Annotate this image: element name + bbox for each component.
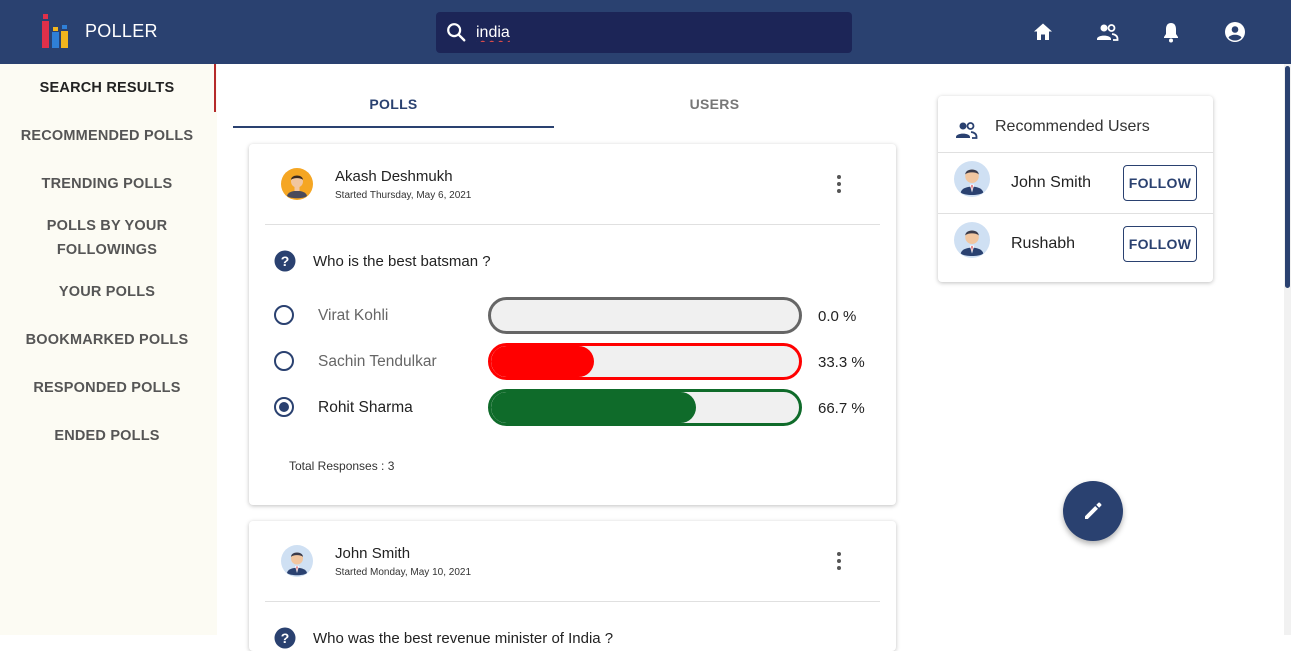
option-percentage: 33.3 % <box>818 354 865 371</box>
active-indicator <box>214 64 216 112</box>
option-radio[interactable] <box>274 351 294 371</box>
option-percentage: 66.7 % <box>818 400 865 417</box>
home-icon[interactable] <box>1031 20 1055 44</box>
option-radio[interactable] <box>274 305 294 325</box>
card-divider <box>938 213 1213 214</box>
sidebar-item-recommended-polls[interactable]: RECOMMENDED POLLS <box>20 128 194 144</box>
option-radio-selected[interactable] <box>274 397 294 417</box>
sidebar-item-trending-polls[interactable]: TRENDING POLLS <box>41 176 173 192</box>
option-result-bar <box>488 389 802 426</box>
poll-card: John Smith Started Monday, May 10, 2021 … <box>249 521 896 651</box>
recommended-users-card: Recommended Users John Smith FOLLOW Rush… <box>938 96 1213 282</box>
poll-question: Who was the best revenue minister of Ind… <box>313 630 614 647</box>
search-input[interactable] <box>476 21 836 45</box>
option-result-bar <box>488 297 802 334</box>
search-icon <box>447 23 466 42</box>
page-scrollbar-thumb[interactable] <box>1285 66 1290 288</box>
poll-question: Who is the best batsman ? <box>313 253 491 270</box>
card-divider <box>265 601 880 602</box>
recommended-user-name[interactable]: John Smith <box>1011 174 1092 191</box>
sidebar-item-responded-polls[interactable]: RESPONDED POLLS <box>33 380 181 396</box>
top-app-bar: POLLER <box>0 0 1291 64</box>
option-percentage: 0.0 % <box>818 308 857 325</box>
people-icon[interactable] <box>1095 20 1119 44</box>
more-vert-icon[interactable] <box>835 551 843 571</box>
poll-start-date: Started Monday, May 10, 2021 <box>335 567 472 578</box>
follow-button[interactable]: FOLLOW <box>1123 165 1197 201</box>
svg-text:?: ? <box>281 253 290 269</box>
option-result-fill <box>491 346 594 377</box>
author-avatar <box>281 545 313 577</box>
poll-card: Akash Deshmukh Started Thursday, May 6, … <box>249 144 896 505</box>
more-vert-icon[interactable] <box>835 174 843 194</box>
sidebar-item-ended-polls[interactable]: ENDED POLLS <box>54 428 160 444</box>
total-responses: Total Responses : 3 <box>289 459 395 473</box>
svg-text:?: ? <box>281 630 290 646</box>
poller-logo-icon <box>42 14 68 48</box>
poll-author[interactable]: Akash Deshmukh <box>335 168 453 185</box>
author-avatar <box>281 168 313 200</box>
edit-icon <box>1085 502 1102 519</box>
tab-users[interactable]: USERS <box>689 96 740 112</box>
poll-start-date: Started Thursday, May 6, 2021 <box>335 190 472 201</box>
follow-button[interactable]: FOLLOW <box>1123 226 1197 262</box>
people-icon <box>956 122 978 139</box>
sidebar-item-label-line2: FOLLOWINGS <box>56 242 158 258</box>
poll-author[interactable]: John Smith <box>335 545 411 562</box>
option-label[interactable]: Rohit Sharma <box>318 399 413 416</box>
app-name: POLLER <box>85 21 158 41</box>
user-avatar <box>954 222 990 258</box>
create-poll-fab[interactable] <box>1063 481 1123 541</box>
option-label[interactable]: Virat Kohli <box>318 307 389 324</box>
sidebar-item-search-results[interactable]: SEARCH RESULTS <box>39 80 175 96</box>
card-divider <box>938 152 1213 153</box>
option-label[interactable]: Sachin Tendulkar <box>318 353 437 370</box>
user-avatar <box>954 161 990 197</box>
option-result-bar <box>488 343 802 380</box>
recommended-user-name[interactable]: Rushabh <box>1011 235 1076 252</box>
sidebar-item-polls-by-followings[interactable]: POLLS BY YOUR FOLLOWINGS <box>0 214 214 262</box>
help-circle-icon: ? <box>274 250 296 272</box>
account-icon[interactable] <box>1223 20 1247 44</box>
sidebar-item-bookmarked-polls[interactable]: BOOKMARKED POLLS <box>25 332 189 348</box>
help-circle-icon: ? <box>274 627 296 649</box>
notifications-icon[interactable] <box>1159 20 1183 44</box>
sidebar-item-label-line1: POLLS BY YOUR <box>46 218 168 234</box>
option-result-fill <box>491 392 697 423</box>
sidebar: SEARCH RESULTS RECOMMENDED POLLS TRENDIN… <box>0 64 217 635</box>
card-divider <box>265 224 880 225</box>
sidebar-item-your-polls[interactable]: YOUR POLLS <box>58 284 156 300</box>
search-box[interactable] <box>436 12 852 53</box>
page-scrollbar-track[interactable] <box>1284 64 1291 635</box>
recommended-users-title: Recommended Users <box>995 118 1150 135</box>
tab-polls[interactable]: POLLS <box>233 92 554 128</box>
